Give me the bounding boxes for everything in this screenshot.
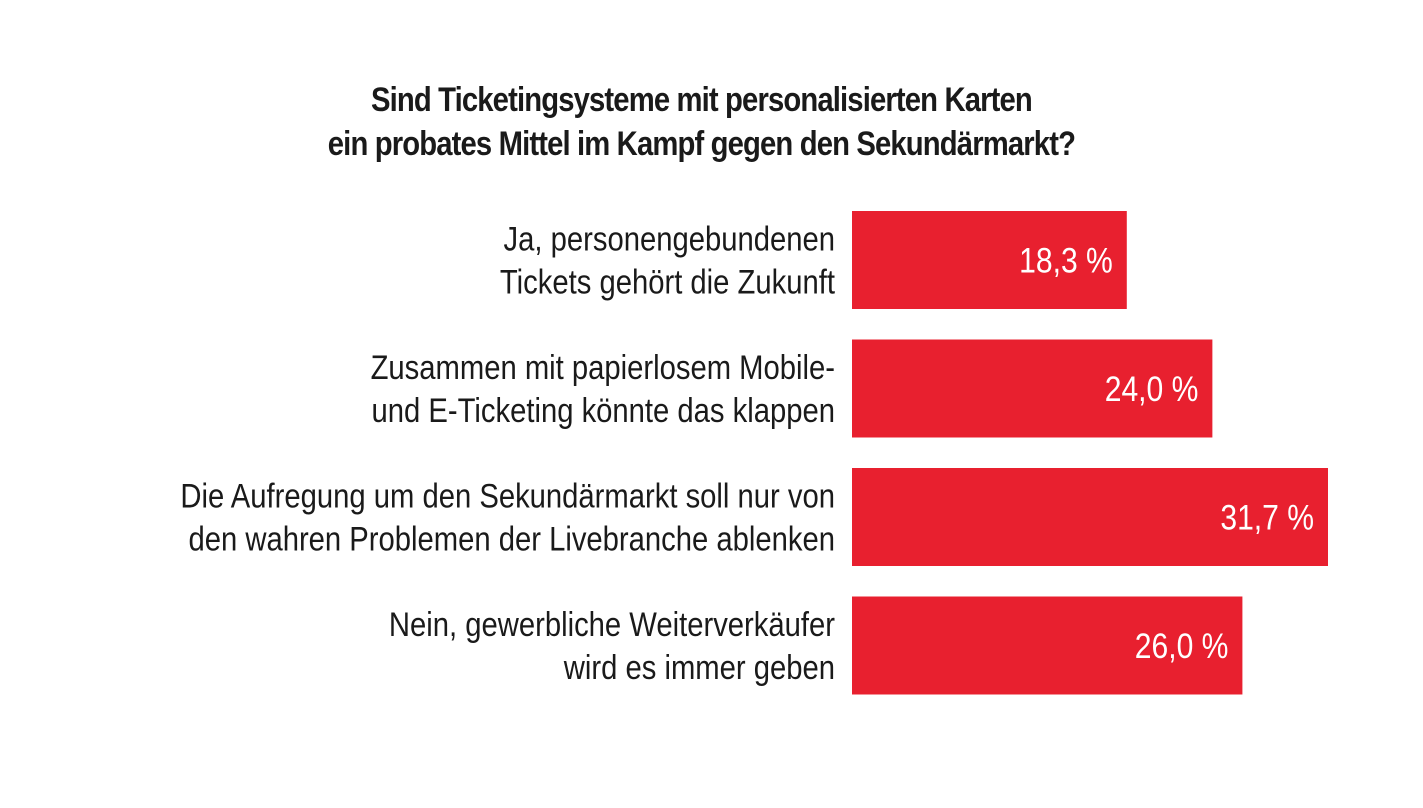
bar-3 [852, 468, 1328, 566]
value-label-3: 31,7 % [1220, 497, 1314, 537]
value-label-2: 24,0 % [1105, 369, 1199, 409]
category-label-4-line-1: Nein, gewerbliche Weiterverkäufer [389, 605, 835, 644]
category-label-2: Zusammen mit papierlosem Mobile-und E-Ti… [371, 348, 835, 430]
category-label-2-line-1: Zusammen mit papierlosem Mobile- [371, 348, 835, 387]
chart-title-line-1: Sind Ticketingsysteme mit personalisiert… [370, 81, 1033, 119]
chart-title-line-2: ein probates Mittel im Kampf gegen den S… [327, 125, 1076, 163]
category-label-1: Ja, personengebundenen Tickets gehört die… [500, 219, 835, 301]
bar-1 [852, 211, 1127, 309]
chart-title: Sind Ticketingsysteme mit personalisiert… [98, 78, 1305, 166]
category-label-3-line-2: den wahren Problemen der Livebranche abl… [188, 519, 835, 558]
category-label-2-line-2: und E-Ticketing könnte das klappen [372, 391, 835, 430]
category-label-3-line-1: Die Aufregung um den Sekundärmarkt soll … [180, 476, 835, 515]
category-label-1-line-1: Ja, personengebundenen [504, 219, 835, 258]
category-label-1-line-2: Tickets gehört die Zukunft [500, 262, 835, 301]
category-label-4: Nein, gewerbliche Weiterverkäufer wird es… [389, 605, 835, 687]
bar-4 [852, 596, 1243, 695]
category-label-4-line-2: wird es immer geben [563, 648, 835, 687]
value-label-1: 18,3 % [1019, 240, 1113, 280]
category-label-3: Die Aufregung um den Sekundärmarkt soll … [180, 476, 835, 558]
bar-2 [852, 339, 1213, 438]
value-label-4: 26,0 % [1135, 626, 1229, 666]
